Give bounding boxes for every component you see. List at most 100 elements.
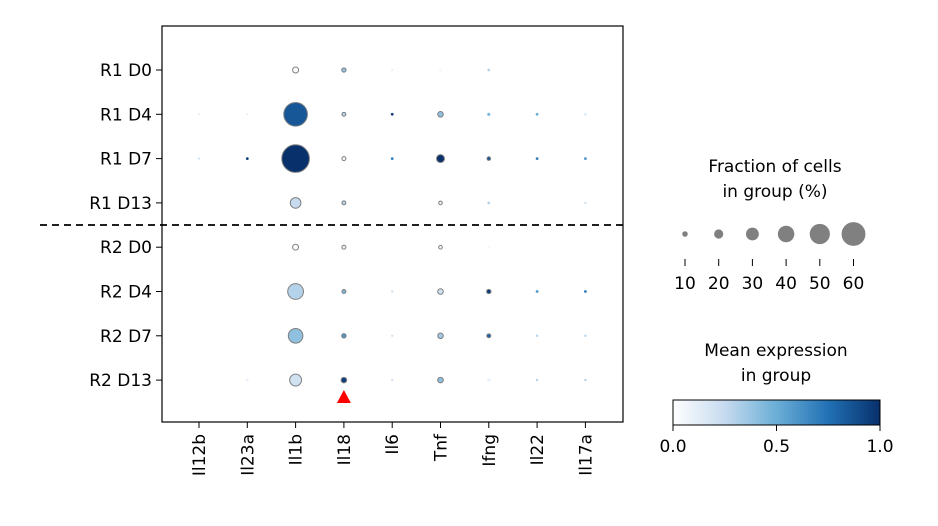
y-tick-label: R2 D13 bbox=[89, 371, 152, 391]
dot-r2-d4-il12b bbox=[197, 290, 201, 293]
dot-r2-d4-il23a bbox=[245, 290, 249, 293]
dot-r2-d0-il18 bbox=[341, 244, 347, 250]
dot-r1-d13-il23a bbox=[246, 201, 249, 205]
size-legend-dot bbox=[809, 223, 830, 245]
dot-r1-d4-tnf bbox=[437, 111, 444, 118]
y-tick-label: R1 D0 bbox=[100, 61, 152, 81]
size-legend-label: 40 bbox=[775, 274, 797, 294]
dot-r2-d4-il1b bbox=[287, 283, 304, 300]
x-tick-label: Tnf bbox=[432, 433, 452, 462]
size-legend-title-line2: in group (%) bbox=[722, 182, 827, 202]
dot-r1-d4-il23a bbox=[246, 113, 249, 116]
dot-r1-d0-il17a bbox=[584, 68, 587, 72]
size-legend: 10 20 30 40 50 60 bbox=[674, 222, 866, 294]
y-tick-label: R2 D7 bbox=[100, 327, 152, 347]
dot-r2-d13-il22 bbox=[535, 378, 539, 382]
dot-r1-d7-il23a bbox=[245, 157, 249, 160]
dot-r1-d4-il22 bbox=[535, 112, 539, 116]
size-legend-title-line1: Fraction of cells bbox=[708, 157, 841, 177]
dot-r2-d7-il17a bbox=[584, 334, 587, 337]
dot-r1-d7-il18 bbox=[341, 156, 347, 162]
dot-r1-d13-il22 bbox=[535, 201, 539, 205]
dot-r2-d0-il23a bbox=[246, 246, 249, 249]
y-tick-label: R2 D0 bbox=[100, 238, 152, 258]
size-legend-label: 10 bbox=[674, 274, 696, 294]
dot-r1-d4-il12b bbox=[197, 113, 201, 116]
dot-r1-d7-il1b bbox=[281, 144, 310, 173]
dot-r1-d13-il1b bbox=[289, 197, 302, 209]
color-legend-title-line2: in group bbox=[741, 366, 811, 386]
dot-r2-d7-tnf bbox=[437, 332, 444, 340]
dot-r1-d7-ifng bbox=[486, 156, 492, 161]
dot-r2-d0-il12b bbox=[197, 246, 201, 249]
dot-r2-d7-il1b bbox=[287, 327, 304, 344]
x-tick-label: Il6 bbox=[383, 434, 403, 455]
x-tick-label: Il17a bbox=[576, 434, 596, 476]
dot-r1-d13-ifng bbox=[487, 201, 491, 205]
dot-r1-d0-il12b bbox=[197, 68, 201, 72]
dot-layer bbox=[197, 66, 587, 387]
size-legend-dot bbox=[745, 227, 759, 241]
dot-r2-d13-tnf bbox=[437, 376, 444, 384]
colorbar-ticks: 0.0 0.5 1.0 bbox=[659, 425, 894, 457]
dot-r1-d13-il17a bbox=[584, 201, 587, 205]
dot-r2-d7-il23a bbox=[246, 334, 249, 337]
dot-r2-d4-il22 bbox=[535, 290, 539, 293]
size-legend-dot bbox=[777, 225, 795, 243]
dot-r2-d0-il17a bbox=[584, 246, 587, 249]
plot-area-frame bbox=[161, 25, 624, 423]
dot-r1-d7-il17a bbox=[584, 157, 587, 160]
dot-r2-d0-il1b bbox=[292, 243, 300, 251]
x-tick-label: Il18 bbox=[335, 434, 355, 465]
dot-r1-d0-il6 bbox=[391, 68, 394, 72]
y-tick-label: R2 D4 bbox=[100, 283, 152, 303]
dot-r1-d4-il6 bbox=[390, 112, 394, 116]
x-tick-label: Il12b bbox=[190, 434, 210, 476]
colorbar bbox=[672, 399, 881, 426]
y-tick-label: R1 D7 bbox=[100, 150, 152, 170]
dot-r1-d0-il1b bbox=[292, 66, 300, 74]
dot-r1-d0-ifng bbox=[487, 68, 491, 72]
dot-r1-d7-tnf bbox=[436, 154, 445, 164]
dot-r1-d0-il18 bbox=[341, 67, 347, 73]
y-tick-label: R1 D13 bbox=[89, 194, 152, 214]
dot-r2-d7-il6 bbox=[391, 334, 394, 337]
dot-r2-d4-il18 bbox=[341, 289, 347, 294]
dot-r1-d13-il12b bbox=[197, 201, 201, 205]
size-legend-label: 20 bbox=[708, 274, 730, 294]
size-legend-dot bbox=[714, 229, 724, 239]
dot-r1-d7-il6 bbox=[390, 157, 394, 160]
x-tick-label: Il23a bbox=[238, 434, 258, 476]
dot-r1-d4-il17a bbox=[584, 113, 587, 116]
size-legend-label: 50 bbox=[809, 274, 831, 294]
dot-r1-d0-il22 bbox=[535, 68, 539, 72]
dot-r2-d7-il22 bbox=[535, 334, 539, 337]
size-legend-dot bbox=[841, 222, 866, 246]
y-axis-ticks: R1 D0 R1 D4 R1 D7 R1 D13 R2 D0 R2 D4 R2 D7 R2 D… bbox=[89, 61, 162, 391]
dot-r2-d13-il17a bbox=[584, 378, 587, 382]
dot-r2-d13-il12b bbox=[197, 378, 201, 382]
size-legend-label: 60 bbox=[843, 274, 865, 294]
y-tick-label: R1 D4 bbox=[100, 105, 152, 125]
colorbar-tick-label: 0.0 bbox=[659, 437, 686, 457]
x-tick-label: Ifng bbox=[480, 434, 500, 467]
dot-r1-d7-il12b bbox=[197, 157, 201, 160]
size-legend-dot bbox=[682, 231, 688, 237]
dot-r2-d7-il18 bbox=[341, 333, 347, 339]
dot-r1-d4-ifng bbox=[487, 112, 491, 116]
dot-r2-d0-ifng bbox=[487, 245, 491, 249]
dot-r2-d13-il1b bbox=[289, 373, 303, 387]
dot-r2-d0-il6 bbox=[391, 246, 394, 249]
dot-r2-d13-il6 bbox=[391, 378, 394, 382]
color-legend-title-line1: Mean expression bbox=[704, 341, 847, 361]
dot-r2-d13-il18 bbox=[340, 376, 348, 384]
dot-r2-d13-il23a bbox=[245, 378, 249, 382]
dot-r2-d4-il6 bbox=[391, 290, 394, 293]
dot-r2-d4-ifng bbox=[486, 288, 492, 295]
dot-r1-d0-il23a bbox=[246, 68, 249, 72]
dot-r2-d4-il17a bbox=[584, 290, 587, 293]
size-legend-label: 30 bbox=[742, 274, 764, 294]
dot-r1-d13-il6 bbox=[391, 201, 394, 205]
dot-r2-d4-tnf bbox=[437, 288, 444, 295]
